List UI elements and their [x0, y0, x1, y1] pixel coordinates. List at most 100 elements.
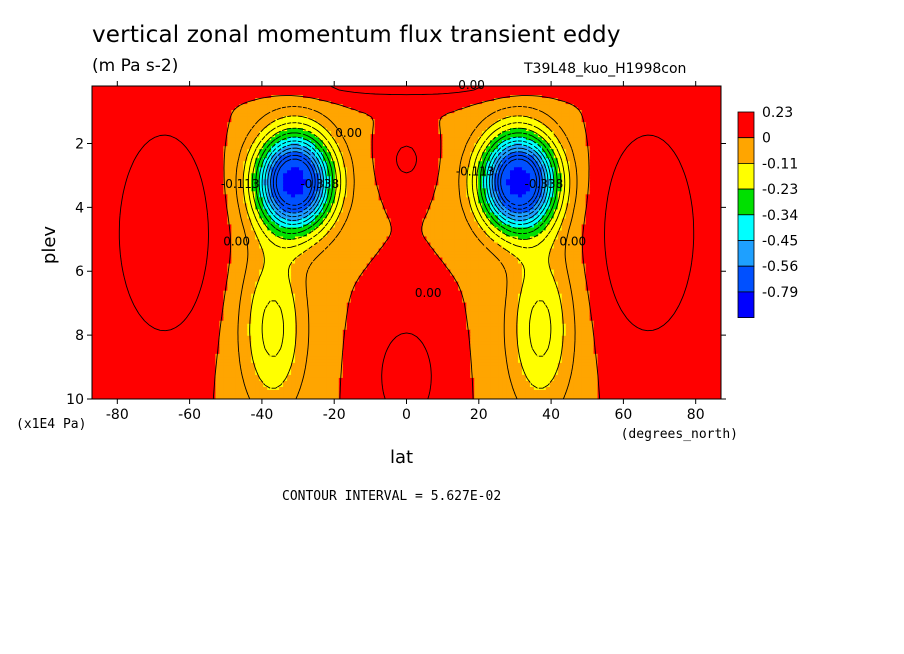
field-cell — [689, 95, 694, 99]
field-cell — [434, 101, 439, 105]
field-cell — [569, 134, 575, 138]
field-cell — [649, 116, 654, 120]
field-cell — [183, 98, 189, 102]
field-cell — [561, 86, 567, 90]
field-cell — [661, 128, 666, 132]
field-cell — [513, 110, 519, 114]
field-cell — [402, 89, 408, 93]
field-cell — [502, 104, 507, 108]
field-cell — [665, 101, 670, 105]
field-cell — [151, 98, 157, 102]
field-cell — [306, 89, 312, 93]
field-cell — [330, 104, 336, 108]
field-cell — [406, 143, 412, 147]
field-cell — [386, 128, 392, 132]
field-cell — [195, 134, 201, 138]
field-cell — [95, 125, 101, 129]
field-cell — [613, 137, 619, 141]
field-cell — [713, 134, 718, 138]
field-cell — [107, 107, 113, 111]
field-cell — [386, 89, 392, 93]
field-cell — [342, 116, 348, 120]
field-cell — [127, 125, 133, 129]
field-cell — [271, 113, 276, 117]
field-cell — [115, 125, 121, 129]
field-cell — [657, 122, 662, 126]
field-cell — [199, 101, 205, 105]
field-cell — [354, 101, 360, 105]
field-cell — [175, 122, 181, 126]
field-cell — [163, 137, 169, 141]
field-cell — [219, 143, 224, 147]
field-cell — [267, 89, 272, 93]
field-cell — [362, 116, 368, 120]
field-cell — [99, 134, 105, 138]
field-cell — [418, 104, 424, 108]
field-cell — [517, 113, 523, 117]
field-cell — [434, 134, 439, 138]
field-cell — [529, 107, 535, 111]
field-cell — [191, 128, 197, 132]
field-cell — [597, 125, 603, 129]
field-cell — [402, 137, 408, 141]
field-cell — [251, 95, 256, 99]
field-cell — [115, 113, 121, 117]
field-cell — [450, 98, 455, 102]
field-cell — [115, 116, 121, 120]
field-cell — [279, 143, 284, 147]
field-cell — [139, 143, 145, 147]
field-cell — [279, 107, 284, 111]
field-cell — [159, 101, 165, 105]
field-cell — [645, 98, 650, 102]
field-cell — [613, 125, 619, 129]
field-cell — [573, 143, 579, 147]
field-cell — [557, 107, 563, 111]
field-cell — [625, 134, 631, 138]
field-cell — [326, 140, 332, 144]
field-cell — [513, 86, 519, 90]
field-cell — [661, 107, 666, 111]
field-cell — [326, 95, 332, 99]
field-cell — [223, 110, 228, 114]
field-cell — [291, 140, 296, 144]
field-cell — [151, 101, 157, 105]
field-cell — [513, 95, 519, 99]
field-cell — [302, 104, 308, 108]
field-cell — [203, 119, 209, 123]
field-cell — [195, 140, 201, 144]
field-cell — [677, 107, 682, 111]
field-cell — [414, 134, 420, 138]
field-cell — [681, 110, 686, 114]
field-cell — [263, 134, 268, 138]
field-cell — [299, 95, 304, 99]
field-cell — [143, 110, 149, 114]
field-cell — [219, 128, 224, 132]
field-cell — [310, 110, 316, 114]
field-cell — [537, 137, 543, 141]
field-cell — [549, 89, 555, 93]
field-cell — [287, 89, 292, 93]
field-cell — [99, 95, 105, 99]
field-cell — [235, 95, 240, 99]
field-cell — [175, 98, 181, 102]
field-cell — [366, 137, 372, 141]
field-cell — [653, 116, 658, 120]
field-cell — [533, 119, 539, 123]
field-cell — [199, 116, 205, 120]
field-cell — [709, 92, 714, 96]
field-cell — [267, 116, 272, 120]
field-cell — [330, 92, 336, 96]
field-cell — [382, 104, 388, 108]
field-cell — [597, 131, 603, 135]
field-cell — [697, 128, 702, 132]
field-cell — [215, 140, 220, 144]
field-cell — [490, 89, 495, 93]
field-cell — [709, 125, 714, 129]
field-cell — [573, 131, 579, 135]
field-cell — [326, 107, 332, 111]
field-cell — [458, 98, 463, 102]
field-cell — [669, 98, 674, 102]
field-cell — [203, 137, 209, 141]
field-cell — [454, 137, 459, 141]
field-cell — [394, 107, 400, 111]
